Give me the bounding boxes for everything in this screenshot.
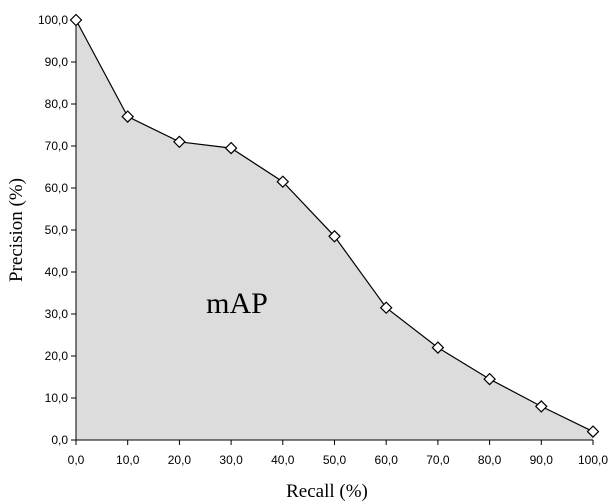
x-axis: 0,0 10,0 20,0 30,0 40,0 50,0 60,0 70,0 80,0 90,0 1… [68, 439, 608, 467]
data-point-marker [586, 425, 600, 438]
x-tick-label: 20,0 [168, 453, 192, 467]
x-tick-label: 50,0 [323, 453, 347, 467]
data-point-marker [276, 175, 290, 189]
x-tick-label: 0,0 [68, 453, 85, 467]
x-tick-label: 100,0 [578, 453, 608, 467]
area-fill-shape [76, 20, 593, 440]
y-tick-label: 40,0 [45, 265, 69, 279]
map-annotation: mAP [206, 287, 268, 320]
x-tick-label: 10,0 [116, 453, 140, 467]
x-axis-title: Recall (%) [286, 481, 368, 502]
y-axis-title: Precision (%) [6, 178, 27, 282]
y-tick-label: 20,0 [45, 349, 69, 363]
data-point-marker [483, 372, 496, 386]
data-point-marker [121, 110, 135, 123]
data-point-marker [431, 341, 445, 354]
data-point-marker [328, 229, 341, 243]
y-tick-label: 90,0 [45, 55, 69, 69]
y-tick-label: 100,0 [38, 13, 68, 27]
data-point-marker [69, 13, 83, 27]
data-point-marker [224, 141, 238, 155]
x-tick-label: 40,0 [271, 453, 295, 467]
x-tick-label: 70,0 [426, 453, 450, 467]
x-tick-label: 90,0 [530, 453, 554, 467]
y-axis: 0,0 10,0 20,0 30,0 40,0 50,0 60,0 70,0 80,0 90,0 1… [38, 13, 77, 447]
x-tick-label: 60,0 [375, 453, 399, 467]
y-tick-label: 0,0 [51, 433, 68, 447]
y-tick-label: 70,0 [45, 139, 69, 153]
data-point-marker [534, 400, 548, 413]
y-tick-label: 10,0 [45, 391, 69, 405]
data-point-marker [379, 301, 393, 315]
y-tick-label: 50,0 [45, 223, 69, 237]
data-point-marker [173, 135, 186, 149]
area-fill [76, 20, 593, 440]
data-markers [69, 13, 600, 438]
x-tick-label: 80,0 [478, 453, 502, 467]
y-tick-label: 60,0 [45, 181, 69, 195]
x-tick-label: 30,0 [219, 453, 243, 467]
y-tick-label: 80,0 [45, 97, 69, 111]
y-tick-label: 30,0 [45, 307, 69, 321]
